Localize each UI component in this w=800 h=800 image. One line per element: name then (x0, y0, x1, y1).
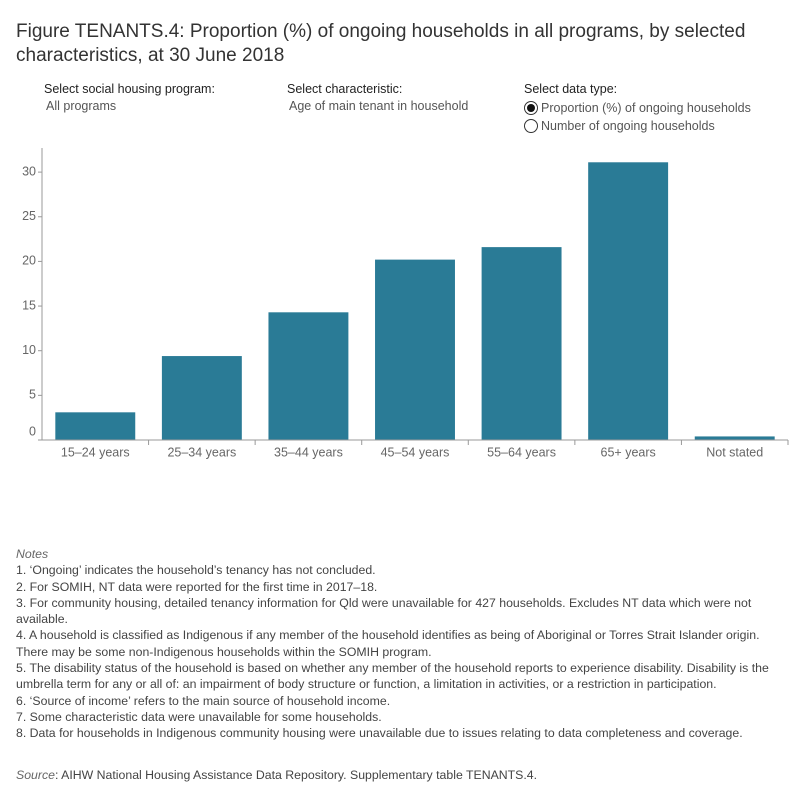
program-control: Select social housing program: All progr… (44, 82, 215, 113)
radio-label[interactable]: Proportion (%) of ongoing households (541, 101, 751, 115)
note: 7. Some characteristic data were unavail… (16, 709, 382, 724)
y-tick-label: 20 (22, 254, 36, 268)
bar (55, 412, 136, 440)
note: 8. Data for households in Indigenous com… (16, 726, 743, 741)
control-value[interactable]: Age of main tenant in household (289, 99, 469, 113)
bar (375, 259, 455, 440)
radio-label[interactable]: Number of ongoing households (541, 119, 715, 133)
y-tick-label: 0 (29, 424, 36, 438)
radio-option[interactable]: Proportion (%) of ongoing households (524, 99, 751, 117)
bar (481, 247, 562, 440)
notes-heading: Notes (16, 547, 49, 561)
y-tick-label: 25 (22, 209, 36, 223)
source-text: : AIHW National Housing Assistance Data … (54, 768, 538, 782)
y-tick-label: 15 (22, 298, 36, 312)
x-tick-label: 55–64 years (487, 445, 556, 459)
x-tick-label: 45–54 years (381, 445, 450, 459)
bar (268, 312, 349, 440)
source: Source: AIHW National Housing Assistance… (16, 768, 537, 782)
characteristic-control: Select characteristic: Age of main tenan… (287, 82, 468, 113)
x-tick-label: 15–24 years (61, 445, 130, 459)
y-tick-label: 30 (22, 164, 36, 178)
note: 6. ‘Source of income’ refers to the main… (16, 693, 391, 708)
control-value[interactable]: All programs (46, 99, 117, 113)
x-tick-label: 65+ years (601, 445, 656, 459)
chart: 0 5 10 15 20 25 30 15–24 years 25–34 years 35–44 … (22, 148, 789, 459)
data-type-control: Select data type: Proportion (%) of ongo… (524, 82, 751, 135)
note: 2. For SOMIH, NT data were reported for … (16, 579, 378, 594)
y-tick-label: 5 (29, 388, 36, 402)
control-label: Select social housing program: (44, 82, 215, 96)
note: 3. For community housing, detailed tenan… (16, 595, 752, 627)
radio-button[interactable] (524, 119, 538, 133)
notes: Notes 1. ‘Ongoing’ indicates the househo… (16, 546, 791, 742)
title: Figure TENANTS.4: Proportion (%) of ongo… (16, 21, 746, 66)
radio-button[interactable] (524, 101, 538, 115)
x-tick-label: Not stated (706, 445, 763, 459)
note: 4. A household is classified as Indigeno… (16, 628, 760, 659)
source-label: Source (16, 768, 55, 782)
bar (161, 356, 242, 440)
bar (588, 162, 669, 440)
radio-option[interactable]: Number of ongoing households (524, 117, 751, 135)
x-tick-label: 35–44 years (274, 445, 343, 459)
control-label: Select data type: (524, 82, 618, 96)
bar (694, 436, 775, 440)
y-tick-label: 10 (22, 343, 36, 357)
note: 1. ‘Ongoing’ indicates the household’s t… (16, 563, 376, 578)
control-label: Select characteristic: (287, 82, 403, 96)
note: 5. The disability status of the househol… (16, 661, 769, 692)
x-tick-label: 25–34 years (167, 445, 236, 459)
